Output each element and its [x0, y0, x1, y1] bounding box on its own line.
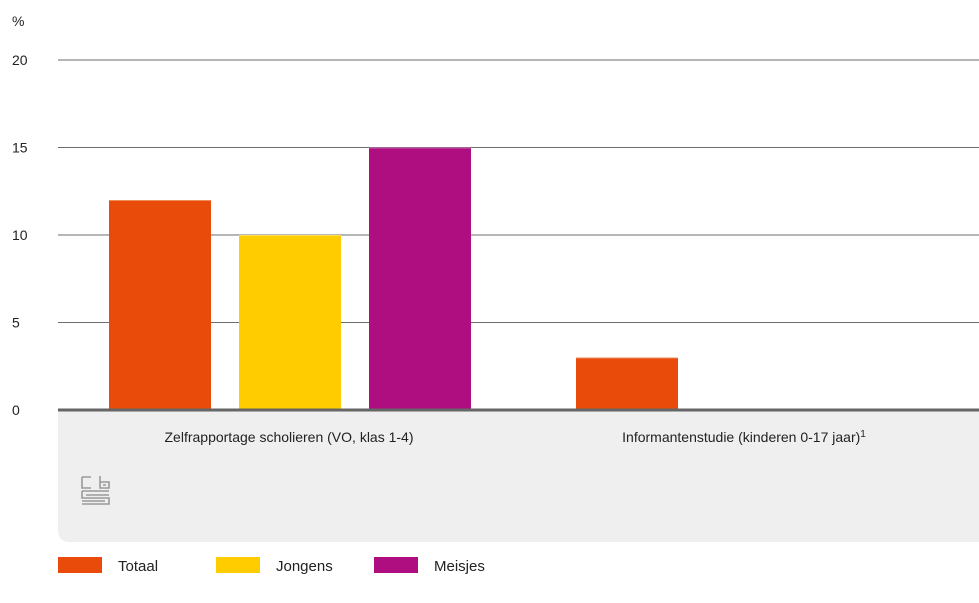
y-tick-label: 20: [12, 52, 28, 68]
legend-swatch-meisjes: [374, 557, 418, 573]
y-tick-label: 5: [12, 315, 20, 331]
category-labels: Zelfrapportage scholieren (VO, klas 1-4)…: [165, 429, 867, 446]
legend-label-totaal: Totaal: [118, 558, 158, 575]
y-tick-label: 0: [12, 402, 20, 418]
bar-totaal: [576, 357, 678, 410]
category-label: Zelfrapportage scholieren (VO, klas 1-4): [165, 429, 414, 445]
category-panel: [58, 410, 979, 542]
bar-jongens: [239, 235, 341, 410]
bar-totaal: [109, 200, 211, 410]
legend-label-jongens: Jongens: [276, 558, 333, 575]
legend-label-meisjes: Meisjes: [434, 558, 485, 575]
y-axis-label: %: [12, 13, 24, 29]
bar-meisjes: [369, 147, 471, 410]
bars: [58, 147, 979, 412]
category-panel-background: [58, 410, 979, 542]
logo-s: [81, 490, 110, 505]
cbs-logo-icon: [81, 476, 110, 505]
legend-swatch-jongens: [216, 557, 260, 573]
y-axis: 0 5 10 15 20%: [12, 13, 28, 418]
legend: Totaal Jongens Meisjes: [58, 557, 485, 575]
category-label: Informantenstudie (kinderen 0-17 jaar)1: [622, 429, 866, 446]
logo-c: [81, 476, 91, 489]
y-tick-label: 10: [12, 227, 28, 243]
cbs-logo-icon: [81, 476, 110, 505]
grid-lines: [58, 59, 979, 323]
logo-b: [99, 476, 110, 489]
y-tick-label: 15: [12, 140, 28, 156]
legend-swatch-totaal: [58, 557, 102, 573]
